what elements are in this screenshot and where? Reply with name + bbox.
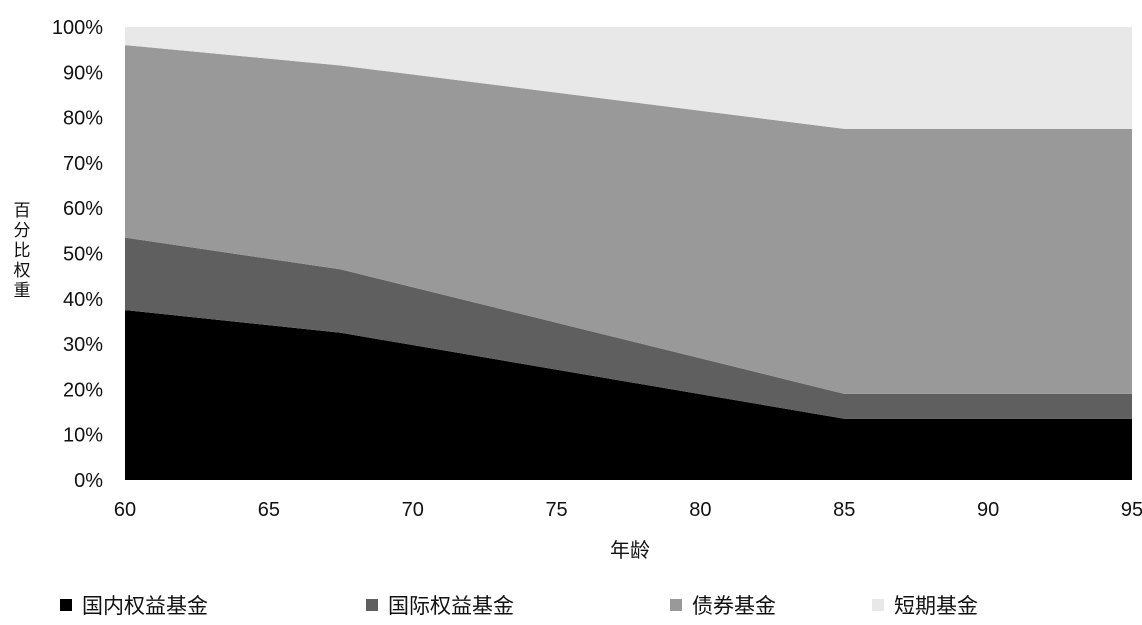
y-tick-label: 40%	[63, 289, 103, 311]
x-axis-label: 年龄	[610, 538, 650, 562]
y-tick-label: 30%	[63, 334, 103, 356]
x-tick-label: 80	[689, 499, 711, 521]
y-tick-label: 50%	[63, 244, 103, 266]
legend-label: 国际权益基金	[388, 594, 514, 618]
x-tick-label: 60	[114, 499, 136, 521]
area-series-1	[125, 310, 1132, 480]
x-tick-label: 65	[258, 499, 280, 521]
legend-swatch	[670, 599, 682, 611]
x-tick-label: 70	[402, 499, 424, 521]
y-tick-label: 90%	[63, 62, 103, 84]
y-axis-label-char: 重	[14, 281, 31, 301]
x-tick-label: 85	[833, 499, 855, 521]
y-tick-label: 10%	[63, 425, 103, 447]
y-tick-label: 20%	[63, 379, 103, 401]
y-tick-label: 100%	[52, 17, 103, 39]
legend: 国内权益基金 国际权益基金 债券基金 短期基金	[60, 590, 1120, 620]
legend-item: 短期基金	[872, 590, 978, 620]
x-tick-label: 90	[977, 499, 999, 521]
y-axis-label-char: 比	[14, 241, 31, 261]
area-series-4	[125, 27, 1132, 129]
y-tick-label: 70%	[63, 153, 103, 175]
x-tick-label: 75	[545, 499, 567, 521]
area-series-3	[125, 45, 1132, 394]
legend-item: 国内权益基金	[60, 590, 208, 620]
area-series-group	[125, 27, 1132, 480]
legend-swatch	[366, 599, 378, 611]
stacked-area-chart: 0% 10% 20% 30% 40% 50% 60% 70% 80% 90% 100% 60 65 70…	[14, 17, 1142, 562]
y-tick-label: 60%	[63, 198, 103, 220]
x-tick-label: 95	[1121, 499, 1142, 521]
y-tick-label: 0%	[74, 470, 103, 492]
legend-label: 短期基金	[894, 594, 978, 618]
area-series-2	[125, 237, 1132, 419]
y-tick-label: 80%	[63, 108, 103, 130]
y-axis-label-char: 百	[14, 201, 31, 221]
legend-swatch	[60, 599, 72, 611]
legend-swatch	[872, 599, 884, 611]
legend-item: 债券基金	[670, 590, 776, 620]
y-axis-label-char: 权	[14, 261, 31, 281]
x-axis-ticks: 60 65 70 75 80 85 90 95	[114, 499, 1142, 521]
y-axis-ticks: 0% 10% 20% 30% 40% 50% 60% 70% 80% 90% 100%	[52, 17, 103, 492]
y-axis-label-char: 分	[14, 221, 31, 241]
legend-label: 债券基金	[692, 594, 776, 618]
legend-label: 国内权益基金	[82, 594, 208, 618]
legend-item: 国际权益基金	[366, 590, 514, 620]
